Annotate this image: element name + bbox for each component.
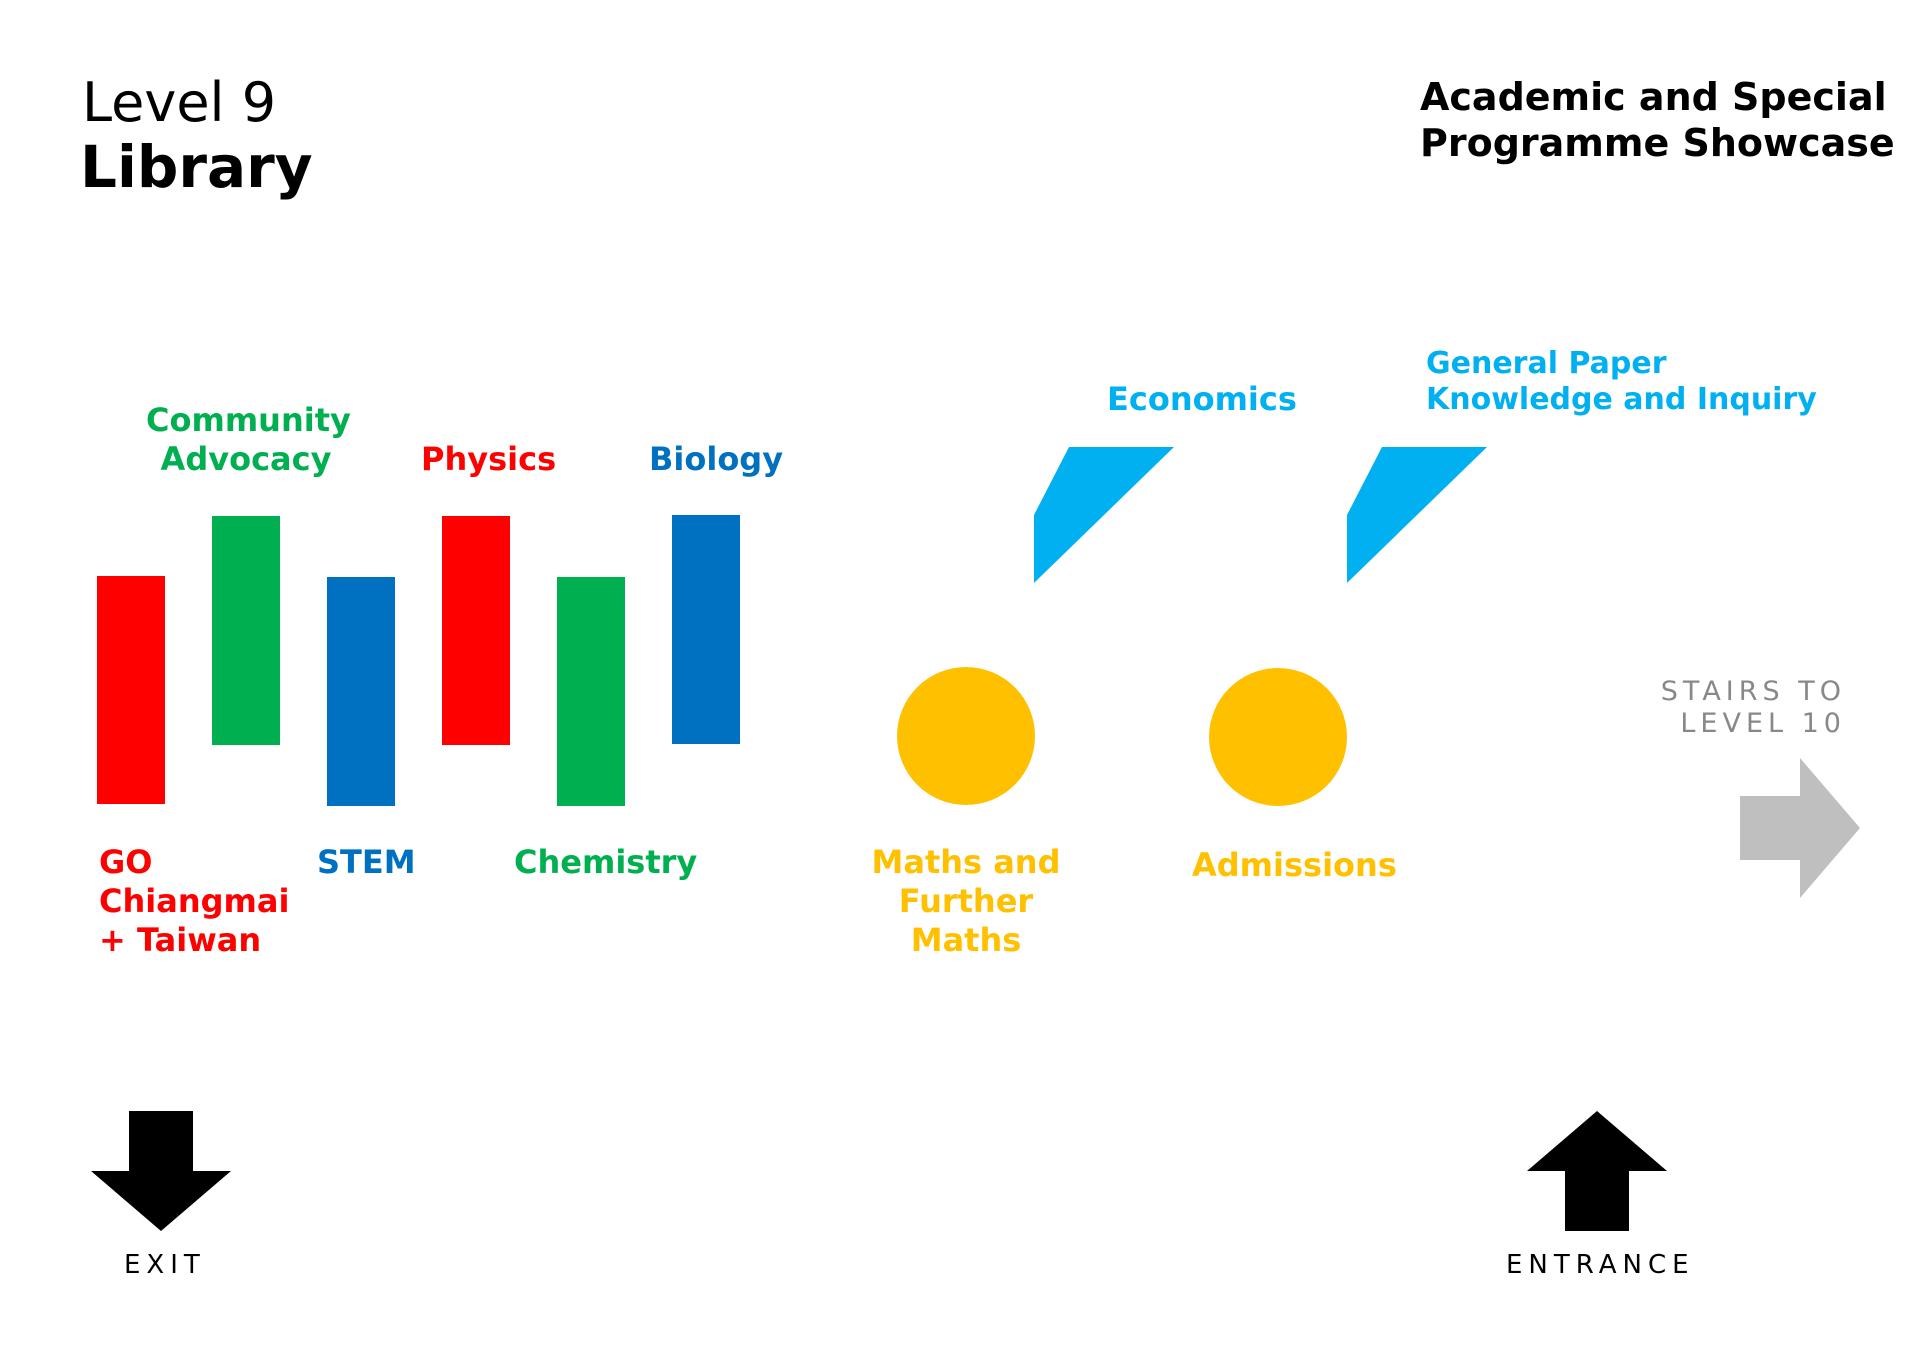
booth-admissions-circle [1209, 668, 1347, 806]
booth-stem-bar [327, 577, 395, 806]
booth-chemistry-label: Chemistry [514, 843, 698, 881]
booth-general-paper-label: General Paper Knowledge and Inquiry [1426, 346, 1817, 417]
arrow-right-icon [1740, 758, 1860, 898]
booth-go-chiangmai-bar [97, 576, 165, 804]
arrow-down-icon [91, 1111, 231, 1231]
booth-physics-label: Physics [421, 440, 557, 478]
booth-go-chiangmai-label: GO Chiangmai + Taiwan [99, 843, 290, 959]
level-title: Level 9 [82, 71, 277, 134]
booth-biology-bar [672, 515, 740, 744]
booth-maths-label: Maths and Further Maths [871, 843, 1061, 959]
booth-stem-label: STEM [317, 843, 416, 881]
booth-general-paper-shape [1347, 447, 1487, 583]
booth-community-advocacy-bar [212, 516, 280, 745]
booth-physics-bar [442, 516, 510, 745]
booth-biology-label: Biology [649, 440, 784, 478]
booth-admissions-label: Admissions [1192, 846, 1397, 884]
booth-chemistry-bar [557, 577, 625, 806]
entrance-label: ENTRANCE [1506, 1250, 1695, 1280]
exit-label: EXIT [124, 1250, 206, 1280]
booth-maths-circle [897, 667, 1035, 805]
booth-economics-shape [1034, 447, 1174, 583]
stairs-label: STAIRS TO LEVEL 10 [1660, 676, 1846, 739]
arrow-up-icon [1527, 1111, 1667, 1231]
booth-economics-label: Economics [1107, 380, 1297, 418]
showcase-title: Academic and Special Programme Showcase [1420, 75, 1895, 165]
area-title: Library [80, 133, 313, 201]
booth-community-advocacy-label: Community Advocacy [146, 401, 351, 478]
